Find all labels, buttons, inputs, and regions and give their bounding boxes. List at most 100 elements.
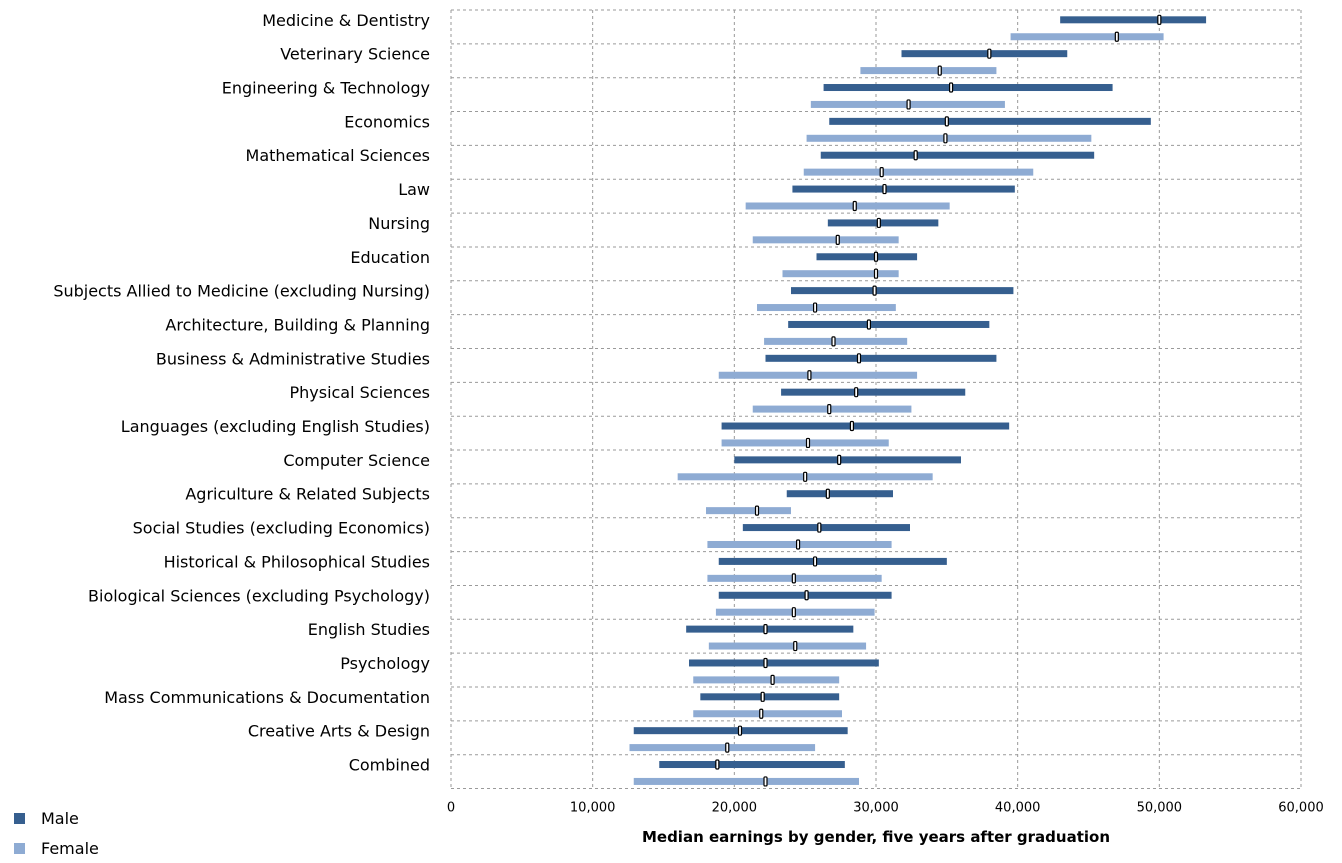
x-tick-label: 30,000 [853, 801, 899, 816]
category-label: Agriculture & Related Subjects [185, 485, 430, 504]
male-range-bar [816, 253, 918, 261]
category-label: Veterinary Science [280, 45, 430, 64]
category-label: Computer Science [283, 451, 430, 470]
male-range-bar [827, 219, 939, 227]
female-median-marker [805, 437, 811, 449]
female-median-marker [879, 167, 884, 178]
category-label: Social Studies (excluding Economics) [133, 519, 430, 538]
female-range-bar [757, 304, 896, 312]
female-range-bar [721, 439, 889, 447]
legend-swatch-female [14, 842, 25, 854]
male-range-bar [721, 422, 1010, 430]
female-median-marker [831, 336, 836, 347]
female-median-marker [812, 302, 818, 313]
female-median-marker [906, 99, 911, 110]
female-median-marker [937, 65, 942, 76]
category-label: Architecture, Building & Planning [165, 315, 430, 334]
category-label: Law [398, 180, 430, 199]
female-median-marker [791, 607, 796, 618]
female-median-marker [852, 200, 857, 212]
male-median-marker [948, 82, 954, 93]
x-axis-title: Median earnings by gender, five years af… [642, 828, 1110, 846]
male-range-bar [718, 557, 947, 565]
range-bars [629, 16, 1207, 785]
category-label: Mass Communications & Documentation [104, 688, 430, 707]
female-median-marker [793, 640, 798, 652]
median-markers [715, 14, 1162, 787]
female-median-marker [1114, 31, 1119, 42]
category-label: Mathematical Sciences [246, 146, 430, 165]
female-median-marker [873, 268, 879, 279]
male-median-marker [763, 657, 768, 669]
male-median-marker [763, 624, 768, 635]
legend-item-female: Female [14, 833, 99, 863]
male-median-marker [913, 150, 918, 161]
male-range-bar [742, 524, 910, 532]
female-median-marker [791, 573, 796, 584]
female-range-bar [745, 202, 950, 210]
category-label: Engineering & Technology [222, 79, 430, 98]
legend: Male Female [14, 803, 99, 863]
male-median-marker [812, 556, 818, 567]
male-median-marker [825, 488, 830, 499]
category-label: Creative Arts & Design [248, 722, 430, 741]
male-median-marker [817, 522, 822, 533]
category-label: Physical Sciences [289, 383, 430, 402]
male-range-bar [686, 625, 854, 633]
category-label: Nursing [368, 214, 430, 233]
male-median-marker [873, 251, 879, 262]
category-label: Historical & Philosophical Studies [164, 552, 430, 571]
female-median-marker [943, 133, 948, 144]
male-range-bar [792, 185, 1015, 193]
female-range-bar [633, 777, 859, 785]
female-range-bar [806, 134, 1092, 142]
female-range-bar [1010, 33, 1164, 41]
male-range-bar [765, 354, 997, 362]
vertical-gridlines [450, 10, 1302, 789]
legend-label-male: Male [41, 808, 79, 828]
male-median-marker [876, 217, 881, 229]
horizontal-gridlines [451, 9, 1301, 790]
male-median-marker [987, 48, 992, 59]
male-median-marker [882, 183, 887, 195]
category-label: Combined [349, 756, 430, 775]
female-range-bar [708, 642, 867, 650]
category-label: Languages (excluding English Studies) [121, 417, 430, 436]
male-median-marker [1157, 14, 1162, 25]
female-median-marker [803, 471, 808, 482]
female-median-marker [770, 674, 775, 685]
male-median-marker [715, 759, 720, 770]
female-range-bar [718, 371, 918, 379]
male-range-bar [901, 50, 1068, 58]
female-median-marker [827, 403, 832, 415]
female-range-bar [693, 710, 842, 718]
male-range-bar [788, 320, 990, 328]
male-range-bar [659, 761, 845, 769]
male-median-marker [854, 387, 859, 398]
male-range-bar [791, 287, 1014, 295]
male-median-marker [872, 285, 877, 296]
x-tick-label: 50,000 [1137, 801, 1183, 816]
female-median-marker [795, 539, 801, 550]
female-median-marker [763, 776, 768, 787]
female-range-bar [860, 67, 997, 75]
female-range-bar [764, 337, 908, 345]
female-range-bar [752, 405, 912, 413]
category-label: Education [350, 248, 430, 267]
category-label: Economics [344, 112, 430, 131]
legend-item-male: Male [14, 803, 99, 833]
category-labels: Medicine & Dentistry Veterinary Science En… [53, 11, 430, 775]
female-median-marker [807, 370, 812, 381]
female-median-marker [725, 742, 730, 753]
male-range-bar [734, 456, 961, 464]
category-label: Psychology [340, 654, 430, 673]
x-axis-tick-labels: 0 10,000 20,000 30,000 40,000 50,000 60,000 [447, 801, 1324, 816]
female-range-bar [706, 507, 791, 515]
male-range-bar [689, 659, 879, 667]
category-label: Business & Administrative Studies [156, 349, 430, 368]
category-label: Medicine & Dentistry [262, 11, 430, 30]
x-tick-label: 40,000 [995, 801, 1041, 816]
male-range-bar [781, 388, 966, 396]
male-median-marker [849, 420, 855, 432]
